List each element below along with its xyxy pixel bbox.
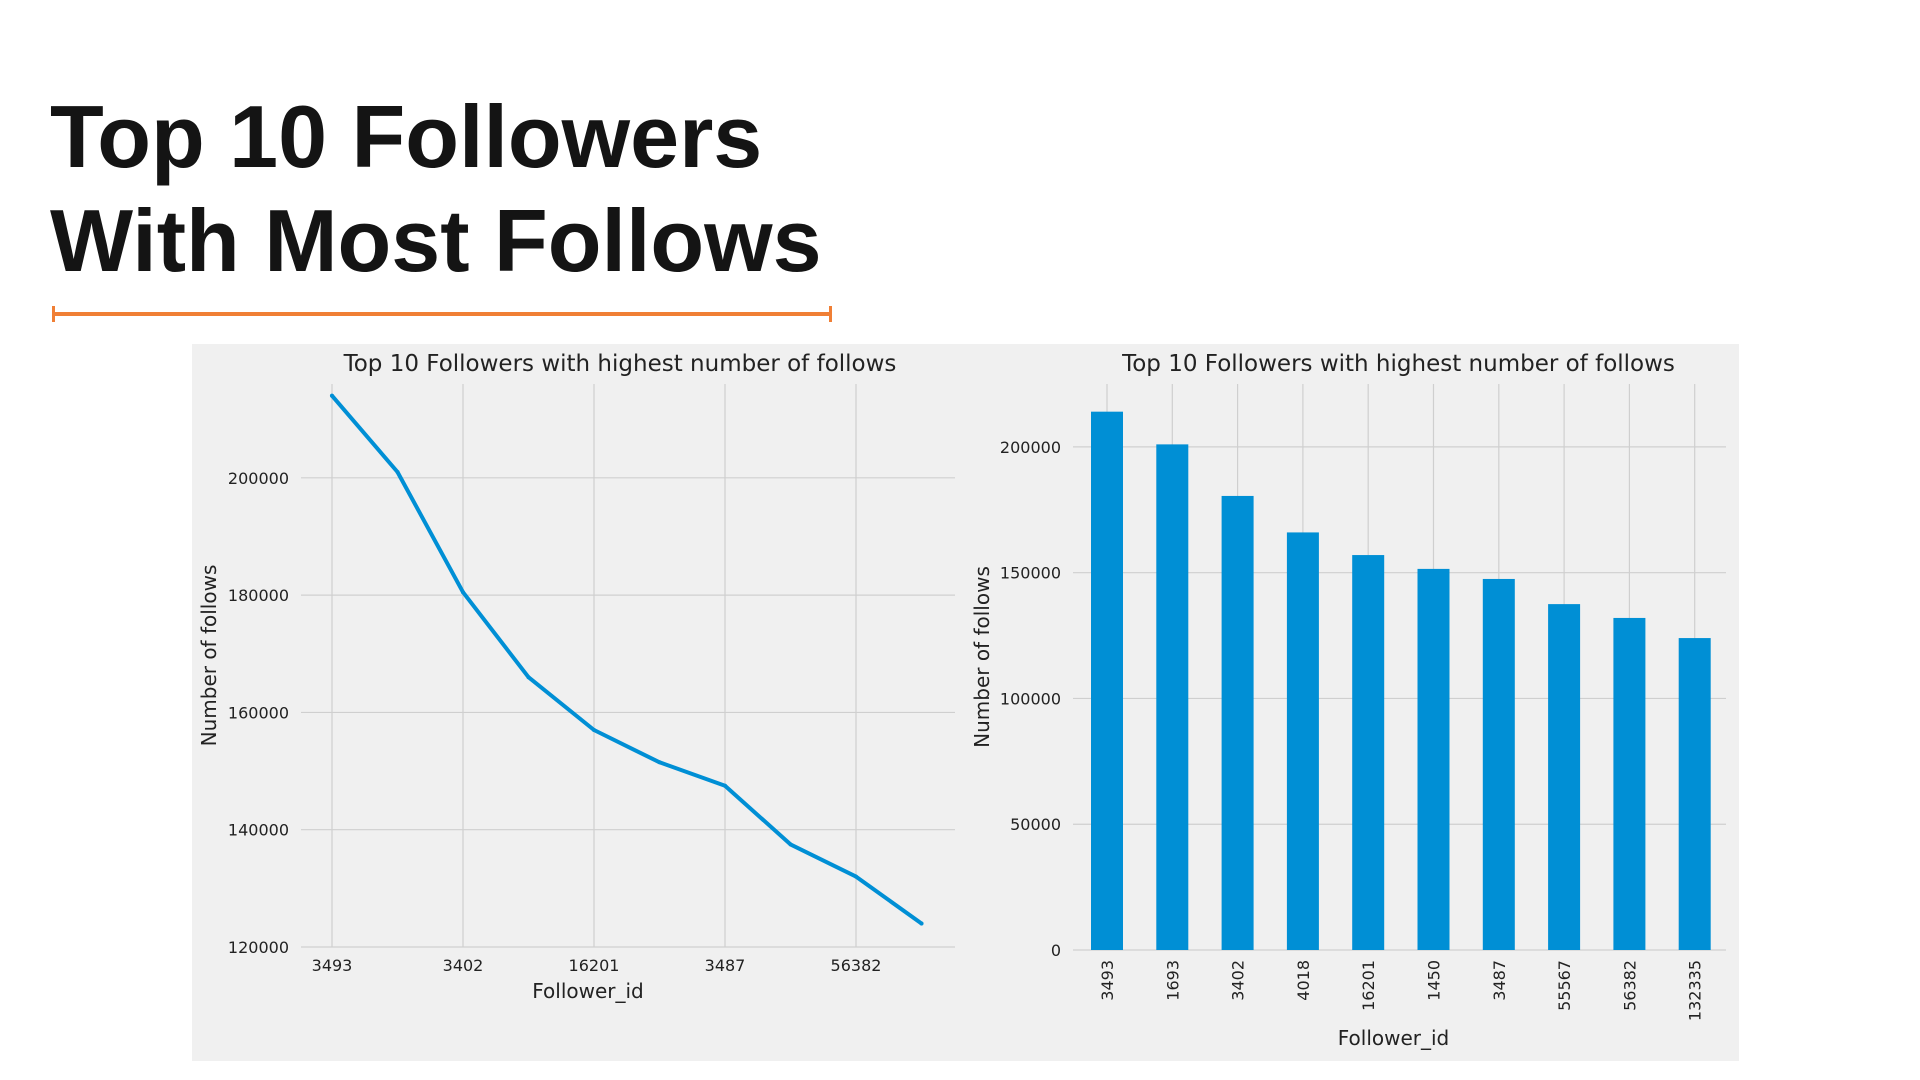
bar-chart-bar [1221,495,1254,950]
line-chart-ytick-label: 160000 [228,703,289,722]
bar-chart-ytick-label: 50000 [1010,815,1061,834]
line-chart-point [592,728,596,733]
bar-chart-title: Top 10 Followers with highest number of … [1121,351,1675,377]
underline-right-cap [829,306,832,322]
bar-chart-xtick-label: 1450 [1425,960,1444,1001]
line-chart-xtick-label: 16201 [569,956,620,975]
bar-chart-xtick-label: 4018 [1294,960,1313,1001]
line-chart-point [330,393,334,398]
line-chart-title: Top 10 Followers with highest number of … [343,351,897,377]
bar-chart-xtick-label: 3402 [1229,960,1248,1001]
bar-chart-ylabel: Number of follows [970,566,994,748]
bar-chart-xtick-label: 16201 [1359,960,1378,1011]
line-chart-xlabel: Follower_id [532,979,644,1003]
bar-chart-xtick-label: 3493 [1098,960,1117,1001]
bar-chart-xtick-label: 132335 [1686,960,1705,1021]
bar-chart-bar [1548,604,1581,950]
bar-chart-bar [1091,411,1123,950]
bar-chart-bar [1678,638,1711,950]
charts-svg: Top 10 Followers with highest number of … [197,351,1726,1050]
line-chart-series-line [330,393,924,926]
bar-chart-bar [1482,578,1515,950]
bar-chart-xtick-label: 3487 [1490,960,1509,1001]
bar-chart-bar [1156,444,1189,950]
charts-panel: Top 10 Followers with highest number of … [192,344,1739,1061]
bar-chart-bar [1352,555,1385,950]
bar-chart-ytick-label: 200000 [1000,438,1061,457]
line-chart-ylabel: Number of follows [197,565,221,747]
line-chart-xtick-label: 3493 [312,956,353,975]
line-chart-point [854,874,858,879]
bar-chart-bar [1613,617,1646,950]
slide-title-line-2: With Most Follows [50,191,822,290]
line-chart-point [657,760,662,765]
line-chart-xtick-label: 3487 [705,956,746,975]
line-chart-point [919,921,924,926]
bar-chart-ytick-label: 100000 [1000,689,1061,708]
bar-chart-xtick-label: 56382 [1620,960,1639,1011]
line-chart-point [788,842,793,847]
line-chart-xtick-label: 56382 [831,956,882,975]
line-chart-point [723,783,727,788]
line-chart-point [395,469,400,474]
line-chart-xtick-label: 3402 [443,956,484,975]
bar-chart-bar [1286,532,1319,950]
bar-chart-bar [1417,568,1450,950]
bar-chart-xtick-label: 1693 [1163,960,1182,1001]
line-chart-ytick-label: 140000 [228,821,289,840]
line-chart-ytick-label: 120000 [228,938,289,957]
slide-title: Top 10 Followers With Most Follows [50,85,822,293]
bar-chart-ytick-label: 150000 [1000,564,1061,583]
title-underline [52,306,832,322]
slide-title-line-1: Top 10 Followers [50,87,763,186]
line-chart-point [461,590,465,595]
line-chart-point [526,675,531,680]
bar-chart-ytick-label: 0 [1051,941,1061,960]
line-chart-ytick-label: 180000 [228,586,289,605]
line-chart-ytick-label: 200000 [228,469,289,488]
bar-chart-xtick-label: 55567 [1555,960,1574,1011]
underline-left-cap [52,306,55,322]
bar-chart-xlabel: Follower_id [1338,1026,1450,1050]
